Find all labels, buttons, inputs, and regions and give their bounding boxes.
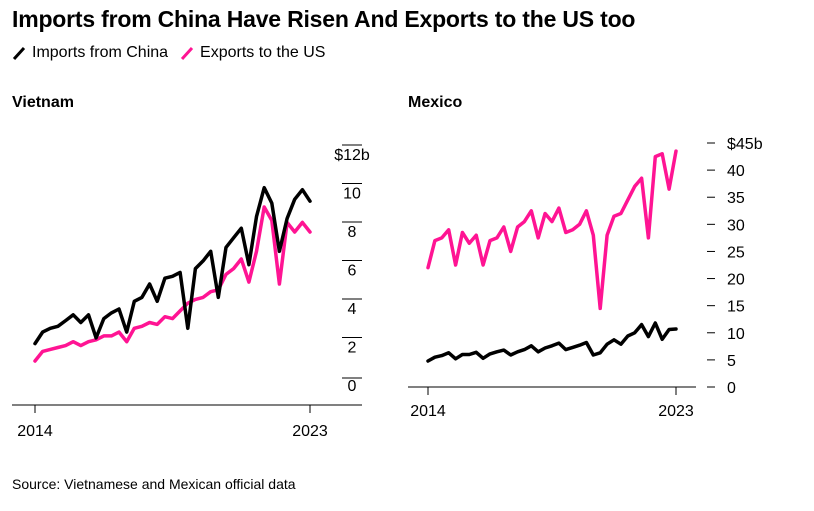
panel-title-mexico: Mexico (408, 94, 463, 111)
exports-series-line (33, 205, 312, 363)
y-tick-label: 30 (727, 217, 745, 234)
y-tick-label: 2 (348, 340, 357, 357)
exports-series-line (426, 149, 678, 311)
y-tick-label: 4 (348, 301, 357, 318)
panel-title-vietnam: Vietnam (12, 94, 74, 111)
x-tick-label: 2014 (410, 403, 446, 420)
y-tick-label: 40 (727, 163, 745, 180)
y-tick-label: 25 (727, 244, 745, 261)
y-tick-label: 10 (727, 326, 745, 343)
source-note: Source: Vietnamese and Mexican official … (12, 476, 296, 492)
x-tick-label: 2023 (658, 403, 694, 420)
y-tick-label: 15 (727, 299, 745, 316)
legend-label-imports: Imports from China (32, 44, 169, 61)
y-tick-label: 6 (348, 263, 357, 280)
y-tick-label: 35 (727, 190, 745, 207)
legend-item-exports: Exports to the US (180, 44, 325, 62)
x-tick-label: 2023 (292, 423, 328, 440)
y-tick-label: 20 (727, 272, 745, 289)
y-tick-label: 5 (727, 353, 736, 370)
exports-line-icon (180, 46, 194, 60)
legend-item-imports: Imports from China (12, 44, 168, 62)
y-tick-label: $45b (727, 136, 763, 153)
imports-series-line (426, 321, 678, 363)
x-tick-label: 2014 (17, 423, 53, 440)
y-tick-label: 0 (348, 378, 357, 395)
y-tick-label: 8 (348, 224, 357, 241)
legend-label-exports: Exports to the US (200, 44, 326, 61)
y-tick-label: 0 (727, 380, 736, 397)
y-tick-label: 10 (343, 186, 361, 203)
chart-title: Imports from China Have Risen And Export… (12, 6, 636, 32)
imports-line-icon (12, 46, 26, 60)
legend: Imports from China Exports to the US (12, 44, 325, 62)
imports-series-line (33, 185, 312, 346)
y-tick-label: $12b (334, 147, 370, 164)
